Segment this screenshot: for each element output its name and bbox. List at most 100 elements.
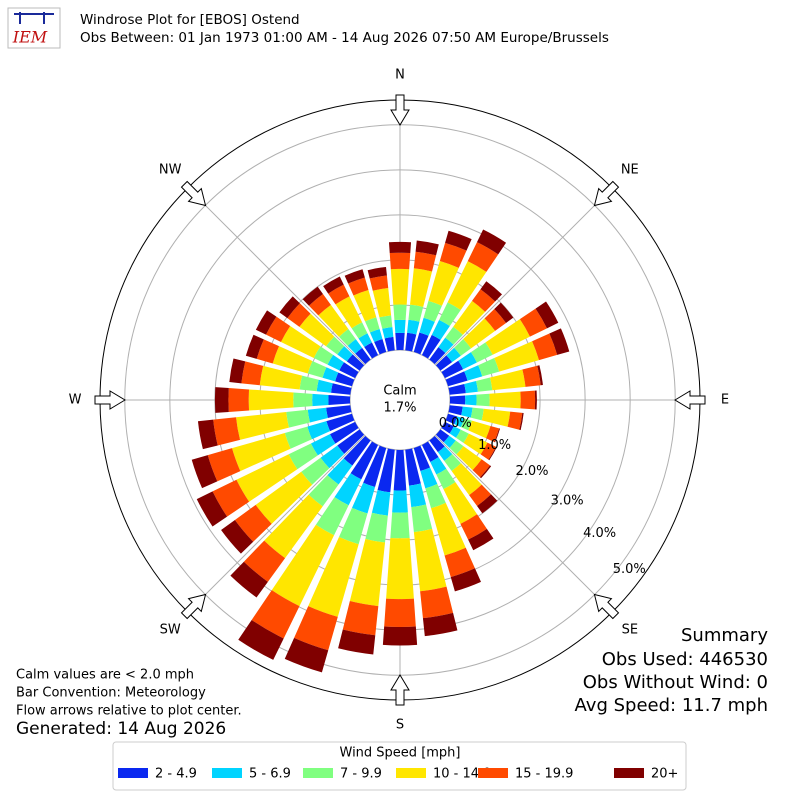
wind-bar-segment [428,261,459,306]
wind-bar-segment [326,413,355,432]
wind-bar-segment [445,230,472,251]
r-tick-label: 4.0% [583,526,616,541]
wind-bar-segment [207,448,241,482]
wind-bar-segment [413,251,437,272]
wind-bar-segment [435,355,453,371]
wind-bar-segment [241,361,264,386]
wind-bar-segment [494,302,514,323]
wind-bar-segment [534,390,537,410]
wind-bar-segment [445,326,463,345]
wind-bar-segment [476,393,490,407]
wind-bar-segment [367,266,387,279]
wind-bar-segment [338,629,376,655]
wind-bar-segment [307,360,327,378]
wind-bar-segment [374,338,387,355]
compass-label: N [395,68,405,83]
wind-bar-segment [342,601,379,636]
wind-bar-segment [287,303,311,327]
wind-bar-segment [326,405,352,418]
summary-line: Obs Used: 446530 [602,649,768,670]
compass-label: SW [160,622,181,637]
wind-bar-segment [444,547,475,578]
wind-bar-segment [351,482,376,514]
wind-bar-segment [363,445,387,488]
wind-bar-segment [481,408,511,427]
wind-bar-segment [413,332,429,355]
wind-bar-segment [456,446,482,471]
compass-label: NW [159,163,182,178]
wind-bar-segment [344,269,365,284]
wind-bar-segment [507,411,523,430]
wind-bar-segment [369,275,389,291]
wind-bar-segment [425,483,446,509]
wind-bar-segment [494,341,539,372]
wind-bar-segment [328,395,351,405]
r-tick-label: 3.0% [551,493,584,508]
r-tick-label: 0.0% [439,416,472,431]
note: Flow arrows relative to plot center. [16,704,242,719]
grid-spoke [435,435,613,613]
compass-arrow [593,593,620,620]
wind-bar-segment [480,465,492,479]
wind-bar-segment [451,463,482,496]
wind-bar-segment [365,512,388,543]
r-tick-label: 5.0% [613,562,646,577]
wind-bar-segment [355,347,371,365]
wind-bar-segment [484,308,507,331]
note: Bar Convention: Meteorology [16,686,206,701]
wind-bar-segment [444,454,462,472]
wind-bar-segment [489,391,521,409]
wind-bar-segment [328,284,350,305]
wind-bar-segment [480,281,503,302]
wind-bar-segment [329,421,359,444]
wind-bar-segment [420,467,438,489]
wind-bar-segment [470,342,493,363]
wind-bar-segment [213,417,241,446]
wind-bar-segment [472,289,496,312]
wind-bar-segment [446,347,461,363]
wind-bar-segment [307,421,331,440]
wind-bar-segment [308,537,359,617]
wind-bar-segment [308,475,339,507]
wind-bar-segment [316,379,333,393]
wind-bar-segment [320,445,345,469]
wind-bar-segment [448,383,466,395]
wind-bar-segment [431,319,450,340]
wind-bar-segment [388,241,412,254]
wind-bar-segment [460,418,472,431]
wind-bar-segment [313,346,334,365]
wind-bar-segment [264,494,323,559]
wind-bar-segment [377,448,395,493]
legend-label: 2 - 4.9 [155,767,197,782]
wind-bar-segment [470,407,484,421]
wind-bar-segment [299,313,335,347]
wind-bar-segment [384,598,416,628]
wind-bar-segment [421,334,441,359]
wind-bar-segment [288,443,318,470]
wind-bar-segment [394,319,406,334]
calm-label: Calm [383,384,416,399]
wind-bar-segment [405,332,417,352]
wind-bar-segment [386,537,414,600]
wind-bar-segment [212,479,250,517]
wind-bar-segment [407,319,420,335]
wind-bar-segment [392,490,408,513]
wind-bar-segment [326,336,345,355]
wind-bar-segment [449,426,461,438]
compass-label: E [721,393,729,408]
wind-bar-segment [472,459,491,478]
wind-bar-segment [463,433,488,455]
wind-bar-segment [350,441,379,480]
wind-bar-segment [335,372,355,387]
legend-label: 5 - 6.9 [249,767,291,782]
wind-bar-segment [302,286,323,306]
legend-swatch [212,768,242,778]
legend: Wind Speed [mph] 2 - 4.9 5 - 6.9 7 - 9.9 10… [112,741,687,791]
wind-bar-segment [415,240,439,256]
wind-bar-segment [251,590,300,639]
wind-bar-segment [419,317,435,336]
legend-title: Wind Speed [mph] [340,746,461,761]
legend-label: 20+ [651,767,678,782]
wind-bar-segment [439,242,467,268]
